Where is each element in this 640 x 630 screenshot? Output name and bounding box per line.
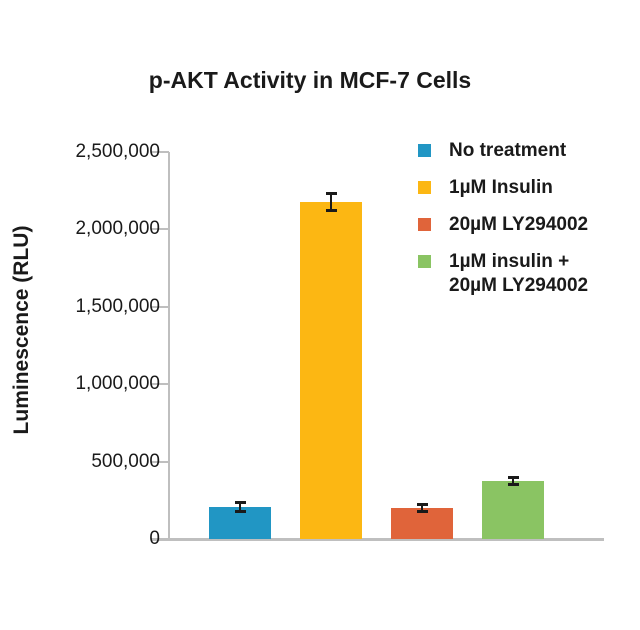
- legend-item: 20µM LY294002: [418, 213, 588, 237]
- error-bar-line: [239, 502, 241, 512]
- error-bar-cap-bottom: [416, 510, 428, 514]
- y-tick-mark: [152, 538, 169, 540]
- legend-item: 1µM insulin +20µM LY294002: [418, 250, 588, 298]
- error-bar-cap-top: [234, 501, 246, 505]
- error-bar-line: [421, 504, 423, 512]
- legend-label: 20µM LY294002: [449, 214, 589, 235]
- y-tick-label: 1,000,000: [75, 373, 160, 395]
- error-bar-line: [330, 193, 332, 211]
- y-tick-label: 1,500,000: [75, 295, 160, 317]
- y-tick-label: 2,000,000: [75, 218, 160, 240]
- legend: No treatment 1µM Insulin 20µM LY294002 1µM …: [418, 139, 588, 298]
- error-bar-cap-top: [507, 476, 519, 480]
- chart-title: p-AKT Activity in MCF-7 Cells: [148, 67, 472, 93]
- legend-swatch: [418, 144, 431, 157]
- legend-item: No treatment: [418, 139, 588, 163]
- y-tick-label: 2,500,000: [75, 141, 160, 162]
- y-tick-mark: [152, 305, 169, 308]
- y-tick-mark: [152, 460, 169, 463]
- y-tick-label: 500,000: [91, 450, 160, 472]
- bar-1-m-insulin-20-m-ly294002: [482, 480, 544, 539]
- legend-label: 1µM insulin +20µM LY294002: [449, 251, 589, 296]
- y-tick-mark: [152, 151, 169, 153]
- bar-1-m-insulin: [300, 201, 362, 539]
- error-bar-cap-bottom: [507, 482, 519, 486]
- y-tick-label: 0: [149, 528, 160, 549]
- legend-swatch: [418, 181, 431, 194]
- error-bar-cap-top: [325, 191, 337, 195]
- legend-label: 1µM Insulin: [449, 177, 553, 198]
- error-bar-cap-bottom: [234, 510, 246, 514]
- legend-swatch: [418, 255, 431, 268]
- x-axis-line: [151, 538, 604, 541]
- y-tick-mark: [152, 228, 169, 231]
- legend-label: No treatment: [449, 140, 567, 161]
- error-bar-cap-bottom: [325, 208, 337, 212]
- legend-swatch: [418, 218, 431, 231]
- error-bar-cap-top: [416, 502, 428, 506]
- legend-item: 1µM Insulin: [418, 176, 588, 200]
- y-axis-label: Luminescence (RLU): [10, 225, 33, 435]
- error-bar-line: [512, 477, 514, 485]
- y-axis-line: [168, 152, 170, 539]
- y-tick-mark: [152, 383, 169, 386]
